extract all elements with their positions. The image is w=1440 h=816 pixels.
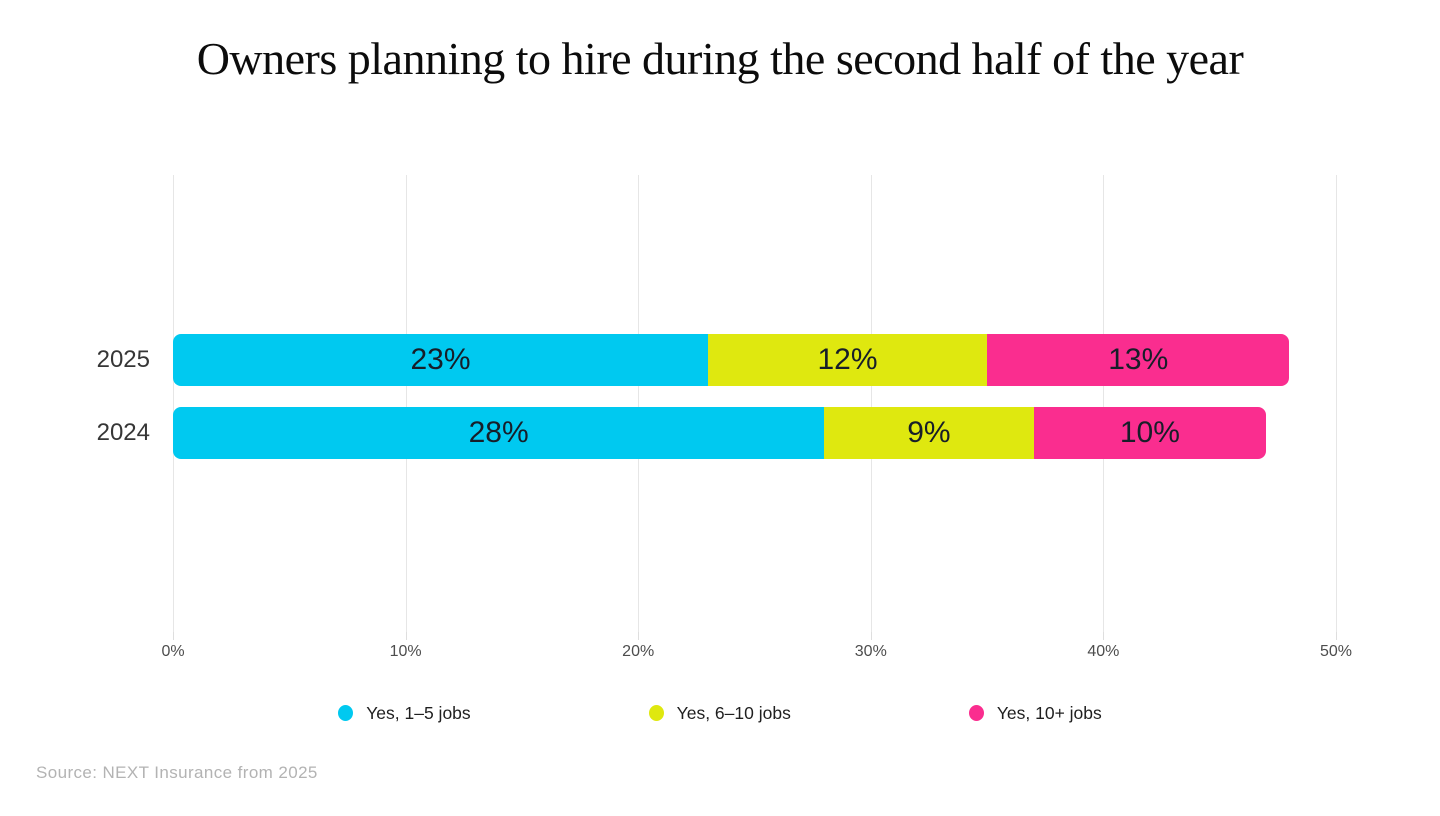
gridline: [1103, 175, 1105, 632]
x-axis-tick-label: 50%: [1319, 643, 1353, 660]
bar-value-label: 28%: [468, 416, 529, 449]
bar-segment: 9%: [824, 407, 1034, 459]
bar-segment: 12%: [707, 334, 988, 386]
legend: Yes, 1–5 jobs Yes, 6–10 jobs Yes, 10+ jobs: [0, 697, 1440, 729]
legend-item: Yes, 1–5 jobs: [338, 702, 471, 724]
bar-segment: 23%: [173, 334, 708, 386]
chart-title: Owners planning to hire during the secon…: [196, 33, 1244, 84]
x-axis-tick: [173, 632, 174, 640]
legend-item: Yes, 6–10 jobs: [648, 702, 791, 724]
x-axis-tick-label: 10%: [389, 643, 422, 660]
bar-stack: 23% 12% 13%: [173, 334, 1290, 386]
bar-row-2024: 2024 28% 9% 10%: [97, 407, 1267, 459]
bar-value-label: 9%: [907, 416, 951, 449]
x-axis-tick-label: 30%: [854, 643, 887, 660]
legend-swatch-icon: [338, 705, 354, 721]
bar-segment: 10%: [1033, 407, 1267, 459]
x-axis-tick: [1103, 632, 1105, 640]
x-axis-tick: [1336, 632, 1337, 640]
legend-label: Yes, 6–10 jobs: [676, 702, 791, 723]
gridline: [638, 175, 640, 632]
gridline: [870, 175, 872, 632]
x-axis-tick-label: 40%: [1087, 643, 1120, 660]
x-axis-tick-label: 0%: [161, 643, 185, 660]
gridline: [405, 175, 407, 632]
legend-item: Yes, 10+ jobs: [968, 702, 1102, 724]
bar-value-label: 12%: [817, 343, 878, 376]
x-axis-tick: [405, 632, 407, 640]
legend-label: Yes, 10+ jobs: [996, 702, 1102, 723]
legend-swatch-icon: [648, 705, 664, 721]
gridline: [173, 175, 174, 632]
category-label: 2025: [96, 346, 150, 373]
bar-segment: 13%: [987, 334, 1290, 386]
x-axis-tick: [638, 632, 640, 640]
x-axis-tick-label: 20%: [622, 643, 655, 660]
legend-label: Yes, 1–5 jobs: [366, 702, 471, 723]
bar-value-label: 23%: [410, 343, 471, 376]
x-axis-tick: [870, 632, 872, 640]
bar-value-label: 13%: [1108, 343, 1169, 376]
bar-row-2025: 2025 23% 12% 13%: [97, 334, 1290, 386]
plot-area: 0% 10% 20% 30% 40% 50% 2025 23% 12% 13% 2024 28% 9% 1…: [97, 175, 1352, 660]
source-note: Source: NEXT Insurance from 2025: [36, 763, 318, 782]
category-label: 2024: [96, 419, 150, 446]
bar-stack: 28% 9% 10%: [173, 407, 1267, 459]
legend-swatch-icon: [968, 705, 984, 721]
gridline: [1336, 175, 1337, 632]
bar-value-label: 10%: [1119, 416, 1180, 449]
bar-segment: 28%: [173, 407, 825, 459]
